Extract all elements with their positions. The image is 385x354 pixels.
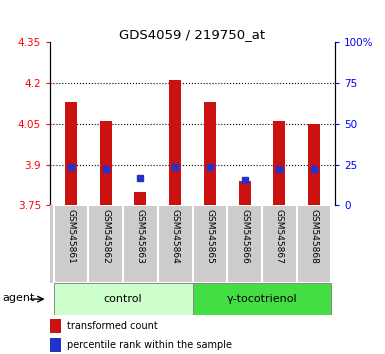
Bar bbox=[262, 205, 297, 283]
Text: control: control bbox=[104, 294, 142, 304]
Bar bbox=[65, 102, 77, 205]
Bar bbox=[227, 205, 262, 283]
Text: GSM545863: GSM545863 bbox=[136, 209, 145, 264]
Bar bbox=[297, 205, 331, 283]
Text: GSM545867: GSM545867 bbox=[275, 209, 284, 264]
Bar bbox=[192, 283, 331, 315]
Text: transformed count: transformed count bbox=[67, 321, 158, 331]
Bar bbox=[134, 192, 146, 205]
Bar bbox=[100, 121, 112, 205]
Bar bbox=[50, 319, 62, 333]
Bar bbox=[192, 205, 227, 283]
Title: GDS4059 / 219750_at: GDS4059 / 219750_at bbox=[119, 28, 266, 41]
Bar bbox=[54, 283, 192, 315]
Bar bbox=[88, 205, 123, 283]
Bar bbox=[158, 205, 192, 283]
Bar bbox=[169, 80, 181, 205]
Bar bbox=[308, 124, 320, 205]
Bar bbox=[204, 102, 216, 205]
Bar bbox=[273, 121, 285, 205]
Text: GSM545866: GSM545866 bbox=[240, 209, 249, 264]
Bar bbox=[123, 205, 158, 283]
Text: GSM545862: GSM545862 bbox=[101, 209, 110, 264]
Bar bbox=[239, 181, 251, 205]
Bar bbox=[54, 205, 88, 283]
Text: percentile rank within the sample: percentile rank within the sample bbox=[67, 341, 232, 350]
Text: GSM545864: GSM545864 bbox=[171, 209, 180, 264]
Text: GSM545868: GSM545868 bbox=[310, 209, 319, 264]
Text: agent: agent bbox=[3, 292, 35, 303]
Text: γ-tocotrienol: γ-tocotrienol bbox=[227, 294, 297, 304]
Text: GSM545865: GSM545865 bbox=[205, 209, 214, 264]
Bar bbox=[50, 338, 62, 352]
Text: GSM545861: GSM545861 bbox=[66, 209, 75, 264]
